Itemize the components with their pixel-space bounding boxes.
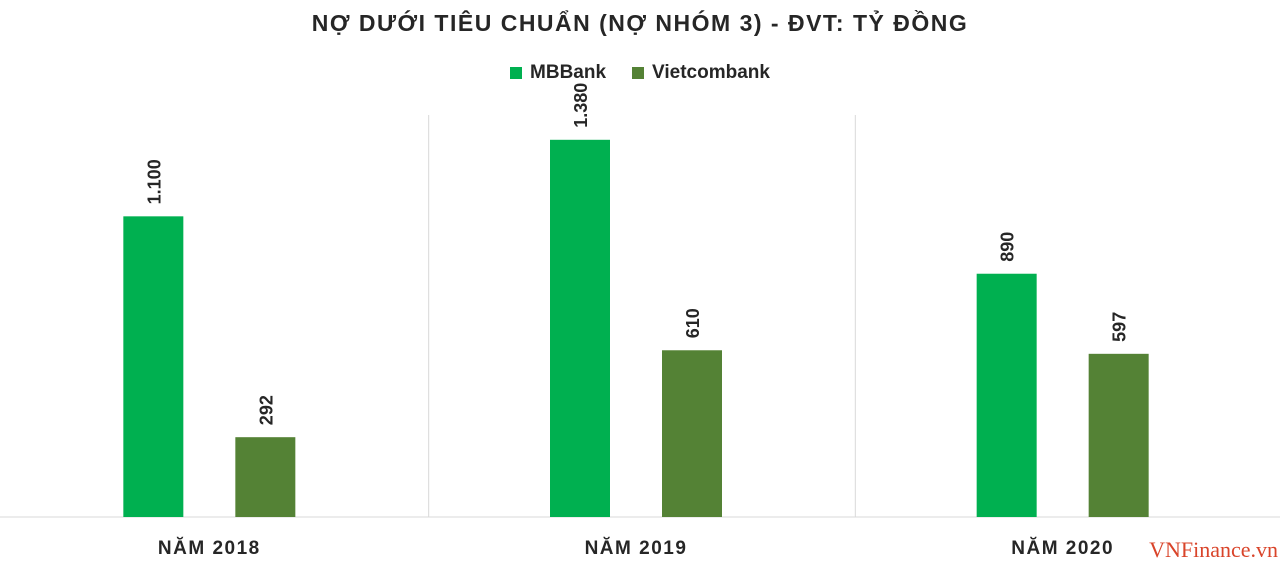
bar-vietcombank (235, 437, 296, 517)
data-label: 597 (1110, 312, 1130, 342)
data-label: 1.100 (144, 159, 164, 204)
x-tick-label: NĂM 2020 (1011, 537, 1114, 559)
bar-mbbank (123, 216, 184, 518)
chart-title: NỢ DƯỚI TIÊU CHUẨN (NỢ NHÓM 3) - ĐVT: TỶ… (311, 10, 969, 36)
legend-item-vietcombank: Vietcombank (632, 62, 770, 84)
chart-legend: MBBank Vietcombank (0, 62, 1280, 84)
legend-label-mbbank: MBBank (530, 62, 607, 83)
bar-mbbank (550, 139, 610, 518)
legend-swatch-vietcombank (632, 67, 645, 79)
data-label: 890 (998, 232, 1018, 262)
bar-vietcombank (1088, 353, 1149, 517)
data-label: 610 (683, 308, 703, 338)
legend-swatch-mbbank (510, 67, 523, 79)
data-label: 292 (256, 395, 276, 425)
bar-vietcombank (662, 350, 722, 517)
bar-mbbank (976, 273, 1037, 517)
x-tick-label: NĂM 2019 (585, 537, 688, 559)
data-label: 1.380 (571, 83, 591, 128)
legend-label-vietcombank: Vietcombank (652, 62, 770, 83)
x-tick-label: NĂM 2018 (158, 537, 261, 559)
legend-item-mbbank: MBBank (510, 62, 606, 84)
watermark-logo: VNFinance.vn (1149, 537, 1278, 562)
